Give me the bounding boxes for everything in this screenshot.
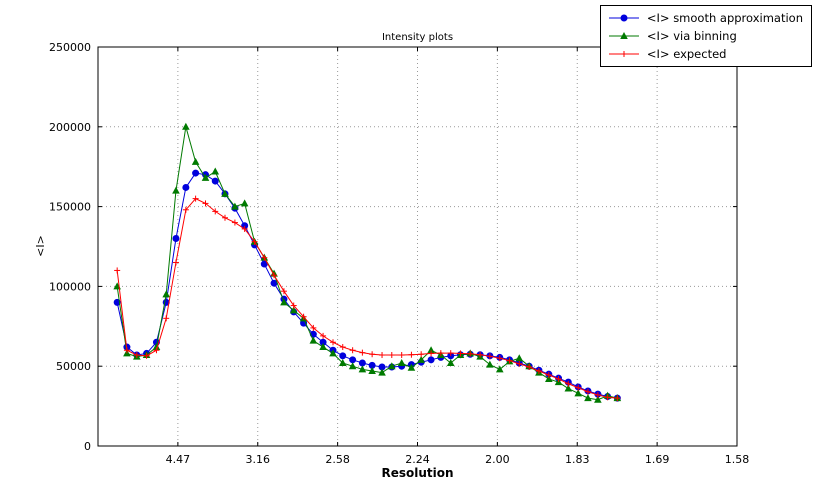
series-line-1	[116, 126, 618, 401]
legend: <I> smooth approximation <I> via binning <…	[599, 5, 812, 67]
y-axis-label: <I>	[34, 235, 47, 257]
x-tick-label: 2.24	[405, 453, 430, 466]
x-tick-label: 2.00	[485, 453, 510, 466]
legend-label-0: <I> smooth approximation	[646, 10, 803, 25]
x-tick-label: 3.16	[246, 453, 271, 466]
legend-item-2: <I> expected	[607, 45, 803, 62]
legend-label-1: <I> via binning	[646, 28, 737, 43]
legend-label-2: <I> expected	[646, 46, 727, 61]
x-axis-label: Resolution	[381, 466, 454, 480]
legend-item-0: <I> smooth approximation	[607, 9, 803, 26]
x-tick-label: 1.58	[725, 453, 750, 466]
y-tick-label: 50000	[56, 360, 91, 373]
y-tick-label: 150000	[49, 201, 91, 214]
y-tick-label: 200000	[49, 121, 91, 134]
series-line-2	[116, 198, 618, 399]
x-tick-label: 2.58	[325, 453, 350, 466]
circle-marker-icon	[608, 14, 639, 21]
chart-title: Intensity plots	[381, 32, 454, 43]
plot-frame	[97, 46, 738, 447]
legend-item-1: <I> via binning	[607, 27, 803, 44]
x-tick-label: 4.47	[166, 453, 191, 466]
x-tick-label: 1.69	[645, 453, 670, 466]
y-tick-label: 250000	[49, 41, 91, 54]
triangle-marker-icon	[608, 31, 639, 39]
y-tick-label: 0	[84, 440, 91, 453]
series-markers-1	[113, 122, 622, 403]
series-line-0	[116, 172, 618, 399]
plus-marker-icon	[608, 50, 639, 57]
y-tick-label: 100000	[49, 280, 91, 293]
x-tick-label: 1.83	[565, 453, 590, 466]
series-markers-2	[114, 195, 621, 402]
